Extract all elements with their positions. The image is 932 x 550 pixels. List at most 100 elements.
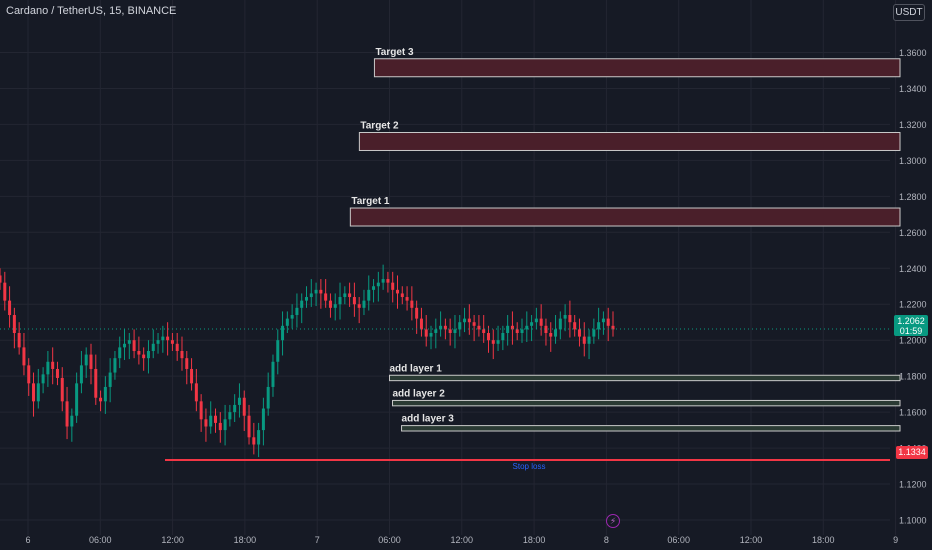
candle-body: [214, 415, 218, 423]
candle-body: [108, 372, 112, 387]
candle-body: [376, 282, 380, 287]
candle-body: [482, 329, 486, 333]
candle-body: [266, 386, 270, 409]
grid-lines: [0, 0, 897, 535]
bar-countdown: 01:59: [899, 326, 923, 336]
candle-body: [333, 304, 337, 308]
candle-body: [549, 333, 553, 337]
candle-body: [17, 333, 21, 348]
candle-body: [146, 350, 150, 359]
candle-body: [577, 329, 581, 337]
candle-body: [123, 343, 127, 348]
candle-body: [89, 354, 93, 369]
add-layer-zone[interactable]: [401, 425, 901, 432]
time-tick-label: 12:00: [451, 535, 474, 545]
candle-body: [328, 300, 332, 308]
candle-body: [419, 318, 423, 330]
currency-button[interactable]: USDT: [893, 4, 925, 21]
candle-body: [573, 322, 577, 330]
candle-body: [118, 347, 122, 359]
candle-body: [218, 422, 222, 431]
candle-body: [348, 293, 352, 298]
candle-body: [544, 325, 548, 333]
candle-body: [319, 289, 323, 294]
candlestick-series: [0, 264, 615, 458]
zone-rectangles[interactable]: Target 3 Target 2 Target 1 add layer 1 add l…: [349, 47, 901, 432]
candle-body: [415, 307, 419, 319]
add-layer-label: add layer 3: [402, 414, 455, 425]
candle-body: [27, 365, 31, 384]
target-label: Target 1: [351, 196, 390, 207]
stop-loss-group[interactable]: Stop loss: [165, 458, 890, 471]
add-layer-zone[interactable]: [392, 399, 901, 407]
lightning-icon[interactable]: ⚡: [606, 514, 620, 528]
candle-body: [199, 401, 203, 420]
candle-body: [194, 383, 198, 402]
price-tick-label: 1.2200: [899, 300, 927, 310]
time-tick-label: 7: [315, 535, 320, 545]
candle-body: [166, 336, 170, 341]
price-tick-label: 1.2800: [899, 192, 927, 202]
candle-body: [611, 325, 615, 330]
candle-body: [439, 325, 443, 330]
target-zone[interactable]: [358, 131, 901, 151]
candle-body: [84, 354, 88, 366]
candle-body: [290, 315, 294, 319]
price-tick-label: 1.2000: [899, 336, 927, 346]
candle-body: [309, 293, 313, 298]
candle-body: [314, 289, 318, 294]
price-tick-label: 1.1800: [899, 372, 927, 382]
candle-body: [94, 368, 98, 398]
candle-body: [486, 333, 490, 341]
candle-body: [434, 329, 438, 333]
price-tick-label: 1.1200: [899, 480, 927, 490]
price-axis[interactable]: 1.10001.12001.14001.16001.18001.20001.22…: [899, 48, 927, 526]
last-price-badge: 1.2062 01:59: [894, 315, 928, 336]
candle-body: [12, 315, 16, 333]
target-zone[interactable]: [349, 207, 901, 227]
candle-body: [520, 329, 524, 333]
candle-body: [477, 325, 481, 330]
candle-body: [127, 340, 131, 344]
price-tick-label: 1.3000: [899, 156, 927, 166]
candle-body: [400, 293, 404, 298]
time-axis[interactable]: 6 06:00 12:00 18:00 7 06:00 12:00 18:00 8 06:00 12…: [25, 535, 898, 545]
time-tick-label: 18:00: [812, 535, 835, 545]
candle-body: [395, 289, 399, 294]
candle-body: [534, 318, 538, 323]
candle-body: [271, 361, 275, 387]
add-layer-zone[interactable]: [389, 374, 901, 382]
candle-body: [424, 329, 428, 337]
candle-body: [99, 397, 103, 402]
candle-body: [55, 368, 59, 378]
candle-body: [357, 304, 361, 308]
symbol-title: Cardano / TetherUS, 15, BINANCE: [6, 5, 177, 17]
candle-body: [506, 325, 510, 333]
candle-body: [185, 358, 189, 369]
candle-body: [103, 386, 107, 402]
candle-body: [22, 347, 26, 366]
time-tick-label: 06:00: [378, 535, 401, 545]
price-tick-label: 1.3200: [899, 120, 927, 130]
price-tick-label: 1.3600: [899, 48, 927, 58]
candle-body: [285, 318, 289, 326]
candle-body: [3, 282, 7, 301]
candle-body: [261, 408, 265, 431]
candle-body: [46, 361, 50, 375]
target-zone[interactable]: [373, 58, 901, 78]
candle-body: [606, 318, 610, 326]
candle-body: [175, 343, 179, 351]
candle-body: [281, 325, 285, 341]
candle-body: [132, 340, 136, 351]
candle-body: [8, 300, 12, 316]
candle-body: [563, 315, 567, 319]
price-tick-label: 1.1600: [899, 408, 927, 418]
candle-body: [391, 282, 395, 290]
time-tick-label: 6: [25, 535, 30, 545]
candle-body: [405, 297, 409, 301]
candle-body: [324, 293, 328, 301]
candle-body: [601, 318, 605, 323]
candle-body: [453, 329, 457, 333]
candle-body: [343, 293, 347, 298]
